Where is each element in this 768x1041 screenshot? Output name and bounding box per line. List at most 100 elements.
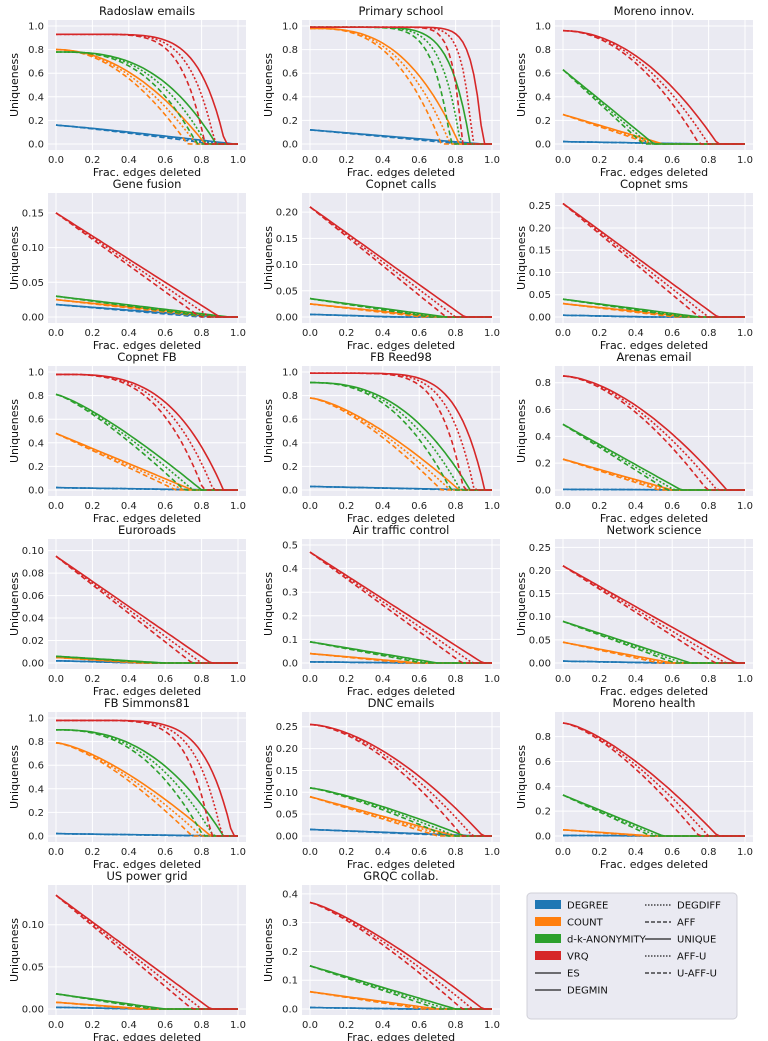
x-tick-label: 0.6 [157,155,173,166]
plot-area [302,366,500,496]
x-axis-label: Frac. edges deleted [600,685,708,698]
y-tick-label: 0.4 [282,889,298,900]
subplot-title: Air traffic control [353,523,450,537]
subplot: 0.0 0.2 0.4 0.6 0.8 1.0 0.0 0.1 0.2 0.3 0.4 GRQC co… [262,869,500,1041]
legend-swatch [535,951,561,960]
y-tick-label: 0.0 [282,140,298,151]
x-tick-label: 0.6 [411,847,427,858]
y-tick-label: 0.1 [282,976,298,987]
x-tick-label: 0.0 [302,328,318,339]
y-tick-label: 0.6 [28,69,44,80]
x-tick-label: 0.6 [411,1020,427,1031]
series-line-d-k-anonymity [55,295,238,318]
y-tick-label: 0.05 [276,286,298,297]
series-line-vrq [55,212,238,318]
series-line-degree [309,313,492,318]
legend-label: AFF-U [677,952,706,963]
x-tick-label: 0.6 [664,847,680,858]
y-axis-label: Uniqueness [8,53,21,117]
series-line-degree [309,828,492,837]
x-tick-label: 0.8 [701,328,717,339]
y-tick-label: 1.0 [28,714,44,725]
y-tick-label: 0.00 [529,659,551,670]
series-line-degree [310,485,492,491]
x-tick-label: 1.0 [484,1020,500,1031]
x-tick-label: 0.6 [664,155,680,166]
y-tick-label: 0.20 [276,744,298,755]
series-line-d-k-anonymity [310,26,492,145]
subplot: 0.0 0.2 0.4 0.6 0.8 1.0 0.00 0.05 0.10 0.15 0.20 0.… [515,523,753,698]
x-tick-label: 1.0 [484,674,500,685]
y-tick-label: 0.25 [529,543,551,554]
x-tick-label: 0.4 [628,501,644,512]
series-line-d-k-anonymity [55,655,238,664]
y-tick-label: 1.0 [535,22,551,33]
series-line-vrq [309,206,492,318]
y-axis-label: Uniqueness [515,399,528,463]
y-tick-label: 0.2 [535,459,551,470]
series-line-vrq [55,894,238,1010]
legend-label: DEGREE [567,901,608,912]
x-tick-label: 0.4 [121,674,137,685]
subplot-title: GRQC collab. [363,869,438,883]
x-tick-label: 0.2 [84,847,100,858]
y-tick-label: 0.2 [282,947,298,958]
x-tick-label: 0.2 [84,328,100,339]
x-tick-label: 0.6 [157,674,173,685]
subplot-title: Copnet sms [620,177,688,191]
subplot: 0.0 0.2 0.4 0.6 0.8 1.0 0.00 0.02 0.04 0.06 0.08 0.… [8,523,246,698]
y-tick-label: 0.2 [28,808,44,819]
series-line-vrq [55,212,238,318]
subplot-title: Euroroads [118,523,176,537]
series-line-count [310,27,492,145]
y-tick-label: 0.00 [276,832,298,843]
series-line-d-k-anonymity [562,620,745,664]
x-tick-label: 1.0 [737,501,753,512]
plot-area [48,712,246,842]
x-tick-label: 0.8 [448,847,464,858]
series-line-vrq [562,722,745,837]
x-tick-label: 0.0 [302,155,318,166]
legend-label: VRQ [567,952,589,963]
subplot: 0.0 0.2 0.4 0.6 0.8 1.0 0.0 0.2 0.4 0.6 0.8 1.0 FB R… [262,350,500,525]
series-line-d-k-anonymity [309,965,492,1010]
x-tick-label: 0.8 [701,847,717,858]
subplot-title: Copnet FB [117,350,177,364]
x-tick-label: 0.8 [701,674,717,685]
y-tick-label: 0.3 [282,588,298,599]
x-tick-label: 0.0 [48,501,64,512]
series-line-vrq [562,565,745,664]
x-tick-label: 0.0 [555,674,571,685]
subplot: 0.0 0.2 0.4 0.6 0.8 1.0 0.0 0.2 0.4 0.6 0.8 1.0 Copn… [8,350,246,525]
x-tick-label: 0.4 [628,328,644,339]
y-tick-label: 0.0 [282,1005,298,1016]
series-line-degree [562,314,745,318]
y-tick-label: 0.20 [529,566,551,577]
legend-label: COUNT [567,918,604,929]
y-tick-label: 0.8 [282,391,298,402]
legend-label: d-k-ANONYMITY [567,935,647,946]
y-tick-label: 0.00 [529,313,551,324]
subplot-title: Radoslaw emails [99,4,195,18]
subplot-title: US power grid [106,869,187,883]
y-tick-label: 0.00 [22,313,44,324]
y-tick-label: 0.0 [28,832,44,843]
series-line-vrq [310,372,492,491]
y-axis-label: Uniqueness [8,399,21,463]
series-line-vrq [55,894,238,1010]
subplot-title: Moreno health [613,696,696,710]
y-tick-label: 0.6 [535,757,551,768]
x-axis-label: Frac. edges deleted [93,1031,201,1041]
subplot: 0.0 0.2 0.4 0.6 0.8 1.0 0.0 0.2 0.4 0.6 0.8 Moreno … [515,696,753,871]
plot-area [555,539,753,669]
y-tick-label: 0.05 [22,962,44,973]
x-tick-label: 1.0 [484,501,500,512]
x-tick-label: 0.2 [338,1020,354,1031]
y-tick-label: 0.0 [282,659,298,670]
y-tick-label: 0.15 [22,208,44,219]
y-tick-label: 0.8 [282,45,298,56]
y-axis-label: Uniqueness [262,745,275,809]
y-tick-label: 0.25 [529,201,551,212]
subplot: 0.0 0.2 0.4 0.6 0.8 1.0 0.00 0.05 0.10 US power g… [8,869,246,1041]
y-tick-label: 0.00 [22,1005,44,1016]
